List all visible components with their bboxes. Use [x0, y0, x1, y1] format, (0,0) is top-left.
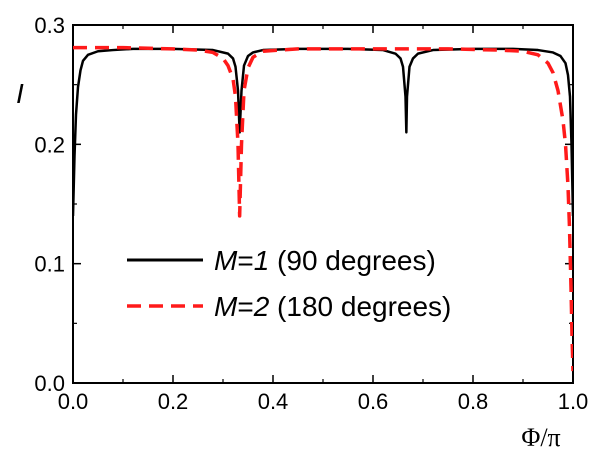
- x-tick-label: 0.2: [158, 389, 189, 414]
- series-line-1: [73, 47, 573, 216]
- x-tick-label: 0.6: [358, 389, 389, 414]
- y-tick-label: 0.0: [34, 371, 65, 396]
- legend-label-m2: M=2 (180 degrees): [214, 291, 451, 322]
- x-axis-ticks: 0.0 0.2 0.4 0.6 0.8 1.0: [58, 25, 589, 414]
- legend-label-m1: M=1 (90 degrees): [214, 245, 436, 276]
- series-line-2: [73, 45, 573, 372]
- y-axis-ticks: 0.0 0.1 0.2 0.3: [34, 13, 573, 396]
- x-tick-label: 0.8: [458, 389, 489, 414]
- y-tick-label: 0.1: [34, 252, 65, 277]
- x-tick-label: 0.4: [258, 389, 289, 414]
- y-tick-label: 0.3: [34, 13, 65, 38]
- legend: M=1 (90 degrees) M=2 (180 degrees): [127, 245, 451, 322]
- plot-frame: [72, 24, 574, 384]
- y-tick-label: 0.2: [34, 132, 65, 157]
- series-layer: [73, 45, 573, 372]
- x-axis-label: Φ/π: [521, 423, 560, 452]
- x-tick-label: 0.0: [58, 389, 89, 414]
- x-tick-label: 1.0: [558, 389, 589, 414]
- y-axis-label: I: [16, 78, 24, 109]
